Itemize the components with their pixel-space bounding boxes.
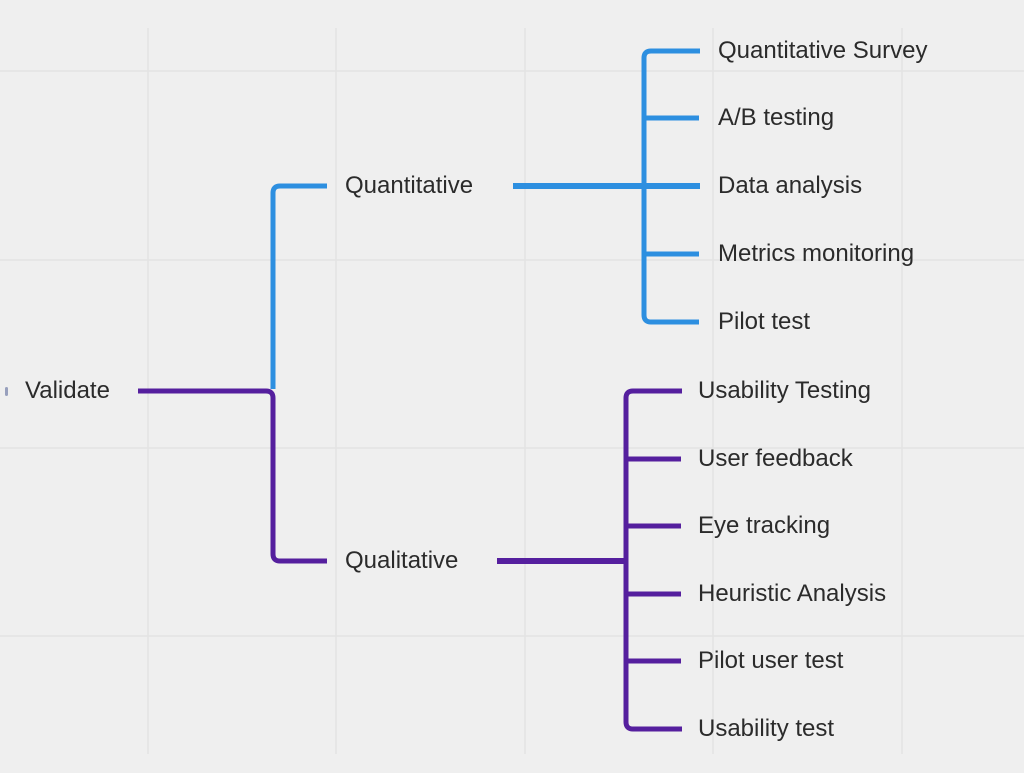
canvas-edge-mark (5, 387, 8, 396)
branch-node-quantitative[interactable]: Quantitative (345, 172, 474, 199)
branch-node-qualitative[interactable]: Qualitative (345, 547, 459, 574)
leaf-node-metrics-monitoring[interactable]: Metrics monitoring (718, 240, 915, 267)
leaf-node-usability-test[interactable]: Usability test (698, 715, 835, 742)
connector-quantitative-bus (641, 48, 700, 325)
leaf-node-eye-tracking[interactable]: Eye tracking (698, 512, 831, 539)
leaf-node-user-feedback[interactable]: User feedback (698, 445, 853, 472)
connector-root-to-qualitative (138, 388, 327, 564)
leaf-node-ab-testing[interactable]: A/B testing (718, 104, 835, 131)
leaf-node-pilot-user-test[interactable]: Pilot user test (698, 647, 844, 674)
connector-root-to-quantitative (270, 183, 327, 389)
leaf-node-quantitative-survey[interactable]: Quantitative Survey (718, 37, 928, 64)
leaf-node-pilot-test[interactable]: Pilot test (718, 308, 811, 335)
connector-qualitative-bus (623, 388, 682, 732)
leaf-node-data-analysis[interactable]: Data analysis (718, 172, 863, 199)
root-node-validate[interactable]: Validate (25, 377, 110, 404)
leaf-node-heuristic-analysis[interactable]: Heuristic Analysis (698, 580, 887, 607)
leaf-node-usability-testing[interactable]: Usability Testing (698, 377, 871, 404)
